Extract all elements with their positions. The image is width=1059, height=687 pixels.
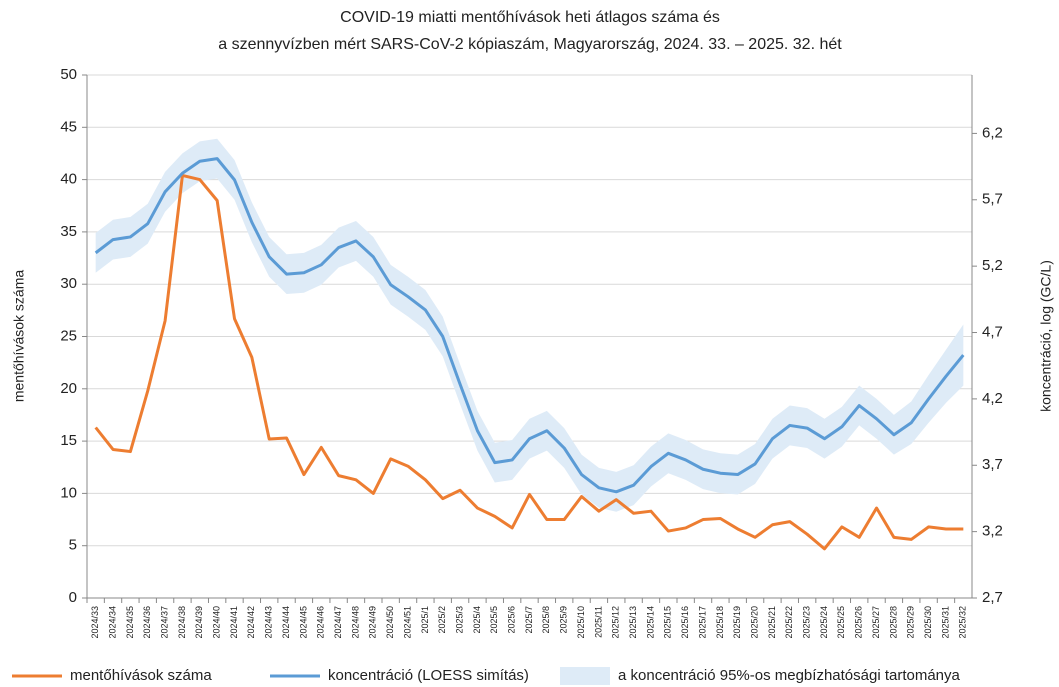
x-tick-label: 2024/39 (194, 606, 204, 639)
x-tick-label: 2025/2 (437, 606, 447, 634)
x-tick-label: 2024/46 (316, 606, 326, 639)
x-tick-label: 2025/3 (454, 606, 464, 634)
legend-label: mentőhívások száma (70, 667, 212, 684)
x-tick-label: 2025/5 (489, 606, 499, 634)
x-tick-label: 2025/29 (906, 606, 916, 639)
x-tick-label: 2025/31 (940, 606, 950, 639)
x-tick-label: 2025/26 (854, 606, 864, 639)
x-tick-label: 2025/15 (663, 606, 673, 639)
x-tick-label: 2024/49 (368, 606, 378, 639)
x-tick-label: 2025/14 (645, 606, 655, 639)
x-tick-label: 2025/23 (802, 606, 812, 639)
x-tick-label: 2025/13 (628, 606, 638, 639)
y-tick-label: 10 (60, 484, 77, 501)
x-tick-label: 2025/22 (784, 606, 794, 639)
chart-title: a szennyvízben mért SARS-CoV-2 kópiaszám… (218, 36, 842, 53)
y2-tick-label: 3,7 (982, 456, 1003, 473)
x-tick-label: 2025/6 (507, 606, 517, 634)
x-tick-label: 2025/28 (888, 606, 898, 639)
x-tick-label: 2025/25 (836, 606, 846, 639)
y-tick-label: 5 (69, 537, 77, 554)
x-tick-label: 2024/50 (385, 606, 395, 639)
x-tick-label: 2024/38 (177, 606, 187, 639)
x-tick-label: 2024/34 (107, 606, 117, 639)
x-tick-label: 2025/8 (541, 606, 551, 634)
y-tick-label: 20 (60, 380, 77, 397)
y-tick-label: 30 (60, 275, 77, 292)
y2-tick-label: 4,7 (982, 323, 1003, 340)
y2-tick-label: 2,7 (982, 589, 1003, 606)
series-line (94, 157, 965, 494)
legend-label: koncentráció (LOESS simítás) (328, 667, 529, 684)
y-tick-label: 0 (69, 589, 77, 606)
x-tick-label: 2025/19 (732, 606, 742, 639)
x-tick-label: 2024/41 (229, 606, 239, 639)
x-tick-label: 2025/1 (420, 606, 430, 634)
x-tick-label: 2024/44 (281, 606, 291, 639)
series-line (94, 173, 964, 551)
legend-label: a koncentráció 95%-os megbízhatósági tar… (618, 667, 961, 684)
x-tick-label: 2024/48 (350, 606, 360, 639)
confidence-band (95, 138, 964, 512)
x-tick-label: 2024/37 (159, 606, 169, 639)
x-tick-label: 2024/45 (298, 606, 308, 639)
y-tick-label: 40 (60, 171, 77, 188)
x-tick-label: 2025/12 (611, 606, 621, 639)
legend-swatch (560, 667, 610, 685)
x-tick-label: 2025/20 (749, 606, 759, 639)
x-tick-label: 2025/16 (680, 606, 690, 639)
y-tick-label: 15 (60, 432, 77, 449)
x-tick-label: 2024/47 (333, 606, 343, 639)
y2-tick-label: 6,2 (982, 124, 1003, 141)
y2-tick-label: 5,2 (982, 257, 1003, 274)
x-tick-label: 2025/32 (958, 606, 968, 639)
y2-tick-label: 3,2 (982, 523, 1003, 540)
x-tick-label: 2024/33 (90, 606, 100, 639)
x-tick-label: 2024/40 (212, 606, 222, 639)
x-tick-label: 2024/42 (246, 606, 256, 639)
y-tick-label: 50 (60, 66, 77, 83)
y2-tick-label: 4,2 (982, 390, 1003, 407)
x-tick-label: 2024/36 (142, 606, 152, 639)
x-tick-label: 2025/21 (767, 606, 777, 639)
x-tick-label: 2025/27 (871, 606, 881, 639)
x-tick-label: 2025/24 (819, 606, 829, 639)
y2-axis-label: koncentráció, log (GC/L) (1038, 260, 1054, 412)
chart-title: COVID-19 miatti mentőhívások heti átlago… (340, 9, 720, 26)
y-tick-label: 35 (60, 223, 77, 240)
x-tick-label: 2025/10 (576, 606, 586, 639)
x-tick-label: 2024/35 (125, 606, 135, 639)
y2-tick-label: 5,7 (982, 191, 1003, 208)
x-tick-label: 2025/11 (593, 606, 603, 638)
x-tick-label: 2024/51 (402, 606, 412, 639)
x-tick-label: 2025/30 (923, 606, 933, 639)
y-tick-label: 25 (60, 327, 77, 344)
y-tick-label: 45 (60, 118, 77, 135)
x-tick-label: 2025/7 (524, 606, 534, 634)
x-tick-label: 2025/9 (559, 606, 569, 634)
x-tick-label: 2025/17 (697, 606, 707, 639)
x-tick-label: 2024/43 (264, 606, 274, 639)
x-tick-label: 2025/18 (715, 606, 725, 639)
y-axis-label: mentőhívások száma (11, 270, 27, 402)
x-tick-label: 2025/4 (472, 606, 482, 634)
